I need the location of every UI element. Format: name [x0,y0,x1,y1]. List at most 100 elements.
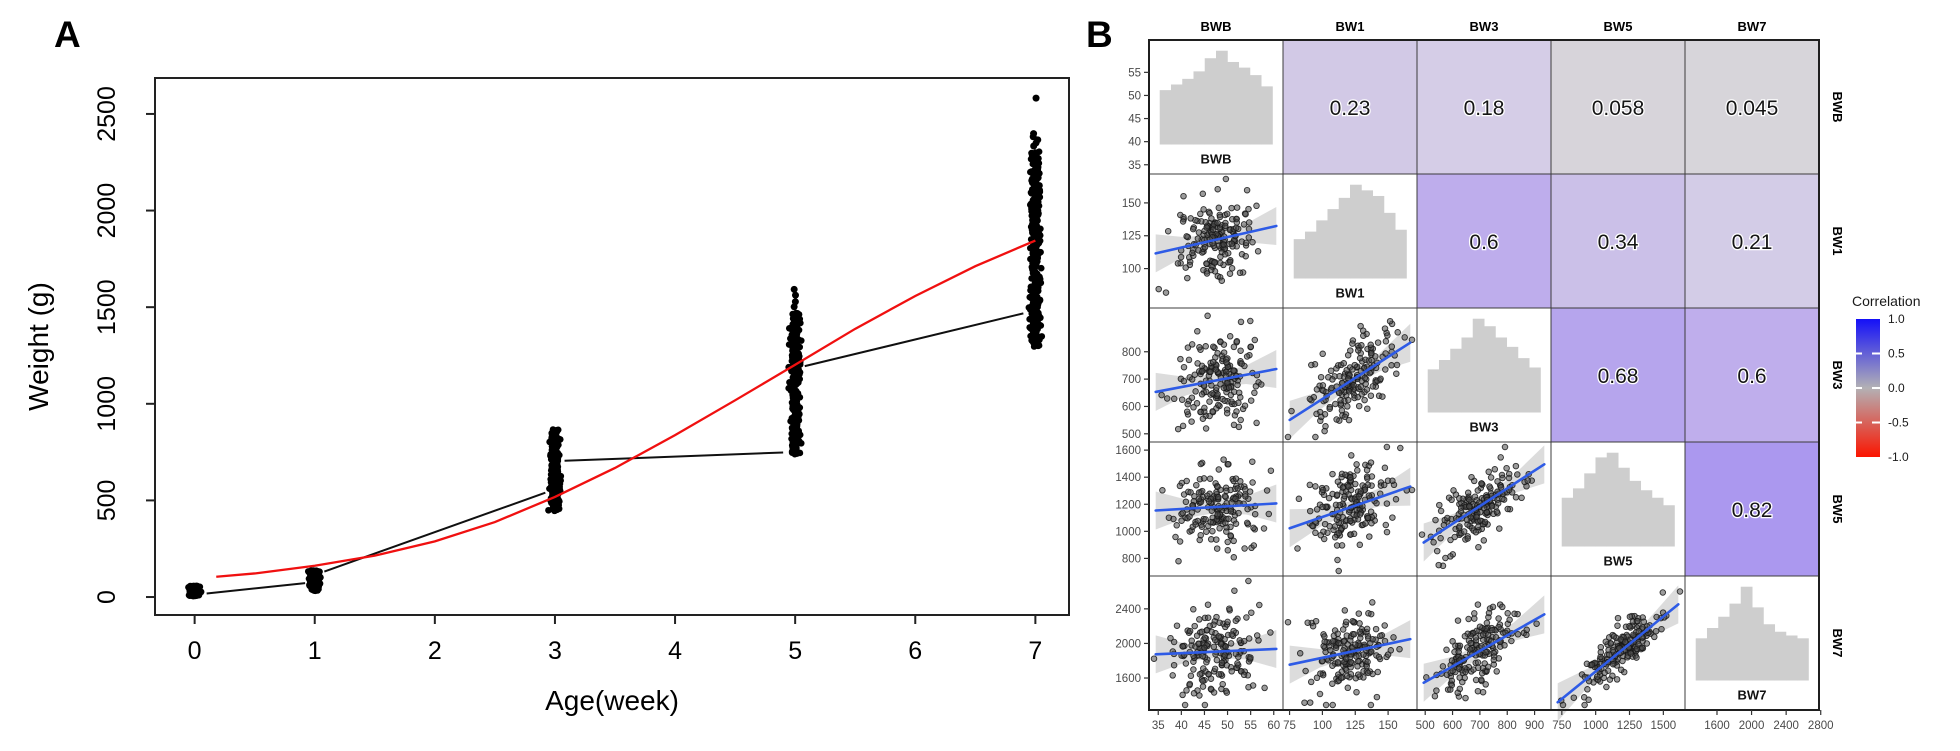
svg-text:0.6: 0.6 [1469,231,1498,254]
svg-text:6: 6 [908,637,922,665]
diag-hist-BW3: BW3 [1417,308,1551,442]
scatter-cell-BW5-vs-BW3 [1417,442,1551,576]
svg-text:-1.0: -1.0 [1888,450,1909,464]
col-header-BW3: BW3 [1470,19,1499,34]
svg-text:7: 7 [1028,637,1042,665]
fit-line [1422,463,1546,544]
svg-text:4: 4 [668,637,682,665]
svg-text:700: 700 [1122,374,1141,386]
panel-a-axes: 0 1 2 3 4 5 6 7 0 500 1000 1500 2000 2500 Age(week) Wei… [23,86,1042,716]
svg-text:0.34: 0.34 [1598,231,1639,254]
svg-text:0.058: 0.058 [1592,97,1645,120]
scatter-cell-BW7-vs-BW1 [1283,576,1417,710]
scatter-points [1294,443,1416,575]
svg-text:40: 40 [1175,720,1188,732]
svg-text:1000: 1000 [1115,526,1141,538]
svg-text:0.68: 0.68 [1598,365,1639,388]
svg-text:1200: 1200 [1115,499,1141,511]
svg-text:1600: 1600 [1115,445,1141,457]
svg-text:800: 800 [1122,347,1141,359]
svg-text:BW1: BW1 [1336,285,1365,300]
svg-text:55: 55 [1244,720,1257,732]
scatter-cell-BW3-vs-BW1 [1283,308,1417,442]
diag-hist-BWB: BWB [1149,40,1283,174]
col-header-BW1: BW1 [1336,19,1365,34]
panel-a-cluster-week-1 [304,567,324,595]
svg-text:45: 45 [1198,720,1211,732]
svg-text:45: 45 [1128,114,1141,126]
svg-text:900: 900 [1525,720,1544,732]
svg-text:500: 500 [1416,720,1435,732]
panel-a-plot: 0 1 2 3 4 5 6 7 0 500 1000 1500 2000 2500 Age(week) Wei… [23,77,1070,716]
fit-line [1422,613,1546,685]
scatter-cell-BW5-vs-BW1 [1283,442,1417,576]
corr-cell-BW1-BW3: 0.6 [1417,174,1551,308]
scatter-points [1284,599,1403,709]
fit-line [1154,647,1278,656]
scatter-cell-BW1-vs-BWB [1149,174,1283,308]
svg-text:35: 35 [1128,160,1141,172]
panel-b-labels: BWB BWB 35 40 45 50 55 35 40 45 50 55 60 BW1 BW1 100 125… [1115,19,1845,732]
svg-text:0.21: 0.21 [1732,231,1773,254]
svg-text:1400: 1400 [1115,472,1141,484]
panel-b-label: B [1086,14,1113,55]
panel-b-pairs-matrix: BWB 0.23 0.18 0.058 0.045 BW1 0.6 0.34 0.21 BW3 0.… [1148,39,1820,722]
corr-cell-BWB-BW3: 0.18 [1417,40,1551,174]
svg-text:1: 1 [308,637,322,665]
svg-text:700: 700 [1470,720,1489,732]
svg-text:0.0: 0.0 [1888,381,1905,395]
svg-text:2000: 2000 [1115,638,1141,650]
svg-text:1500: 1500 [1651,720,1677,732]
fit-line [1154,367,1278,394]
fit-line [1288,341,1412,422]
svg-text:2400: 2400 [1115,604,1141,616]
col-header-BW5: BW5 [1604,19,1633,34]
svg-text:BW3: BW3 [1470,419,1499,434]
svg-text:1250: 1250 [1617,720,1643,732]
panel-a-trend-segments [206,312,1024,595]
corr-cell-BW5-BW7: 0.82 [1685,442,1819,576]
svg-text:3: 3 [548,637,562,665]
row-label-BW3: BW3 [1830,361,1845,390]
svg-text:500: 500 [93,480,121,522]
panel-a-cluster-week-3 [545,426,565,515]
svg-text:150: 150 [1379,720,1398,732]
row-label-BW7: BW7 [1830,629,1845,658]
svg-text:1600: 1600 [1704,720,1730,732]
scatter-cell-BW7-vs-BW3 [1417,576,1551,710]
svg-text:100: 100 [1122,264,1141,276]
corr-cell-BW1-BW5: 0.34 [1551,174,1685,308]
scatter-cell-BW5-vs-BWB [1149,442,1283,576]
svg-text:0.045: 0.045 [1726,97,1779,120]
svg-text:50: 50 [1128,90,1141,102]
col-header-BW7: BW7 [1738,19,1767,34]
col-header-BWB: BWB [1200,19,1231,34]
svg-text:55: 55 [1128,67,1141,79]
svg-text:2800: 2800 [1808,720,1834,732]
panel-a-cluster-week-7 [1025,94,1046,350]
legend-title: Correlation [1852,293,1920,309]
svg-text:2500: 2500 [93,86,121,142]
svg-text:1600: 1600 [1115,673,1141,685]
corr-cell-BW3-BW5: 0.68 [1551,308,1685,442]
svg-text:800: 800 [1122,553,1141,565]
row-label-BW1: BW1 [1830,227,1845,256]
fit-line [1288,485,1412,530]
svg-text:75: 75 [1283,720,1296,732]
corr-cell-BW1-BW7: 0.21 [1685,174,1819,308]
svg-text:60: 60 [1267,720,1280,732]
scatter-cell-BW7-vs-BWB [1149,576,1283,710]
svg-text:1000: 1000 [1583,720,1609,732]
panel-a-y-axis-title: Weight (g) [23,282,54,411]
svg-text:1500: 1500 [93,279,121,335]
diag-hist-BW7: BW7 [1685,576,1819,710]
svg-text:1000: 1000 [93,376,121,432]
svg-text:35: 35 [1152,720,1165,732]
svg-text:0.23: 0.23 [1330,97,1371,120]
diag-hist-BW1: BW1 [1283,174,1417,308]
svg-text:-0.5: -0.5 [1888,416,1909,430]
corr-cell-BWB-BW5: 0.058 [1551,40,1685,174]
panel-a-cluster-week-0 [185,582,205,600]
panel-a-x-axis-title: Age(week) [545,685,679,716]
